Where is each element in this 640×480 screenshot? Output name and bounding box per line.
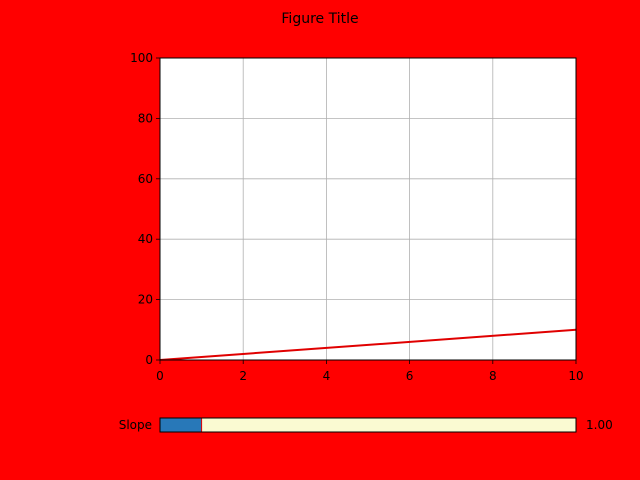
y-axis-ticks: 0 20 40 60 80 100 (130, 51, 160, 367)
y-tick-label: 80 (138, 111, 153, 125)
slider-track[interactable] (160, 418, 576, 432)
x-tick-label: 2 (239, 369, 247, 383)
x-axis-ticks: 0 2 4 6 8 10 (156, 360, 584, 383)
figure-title: Figure Title (281, 11, 358, 27)
slider-value-readout: 1.00 (586, 418, 613, 432)
slider-frame (159, 417, 577, 433)
plot-area (160, 58, 576, 360)
axes: 0 2 4 6 8 10 0 20 40 60 80 100 (130, 51, 584, 383)
slope-slider[interactable]: Slope 1.00 (119, 417, 613, 433)
grid (159, 57, 577, 361)
x-tick-label: 10 (568, 369, 583, 383)
series-line (159, 328, 577, 361)
plot-frame (159, 57, 577, 361)
y-tick-label: 60 (138, 172, 153, 186)
x-tick-label: 8 (489, 369, 497, 383)
x-tick-label: 0 (156, 369, 164, 383)
y-tick-label: 0 (145, 353, 153, 367)
series-lines (159, 328, 577, 361)
y-tick-label: 40 (138, 232, 153, 246)
x-tick-label: 4 (323, 369, 331, 383)
slider-fill (160, 418, 202, 432)
y-tick-label: 20 (138, 293, 153, 307)
slider-label: Slope (119, 418, 152, 432)
x-tick-label: 6 (406, 369, 414, 383)
y-tick-label: 100 (130, 51, 153, 65)
